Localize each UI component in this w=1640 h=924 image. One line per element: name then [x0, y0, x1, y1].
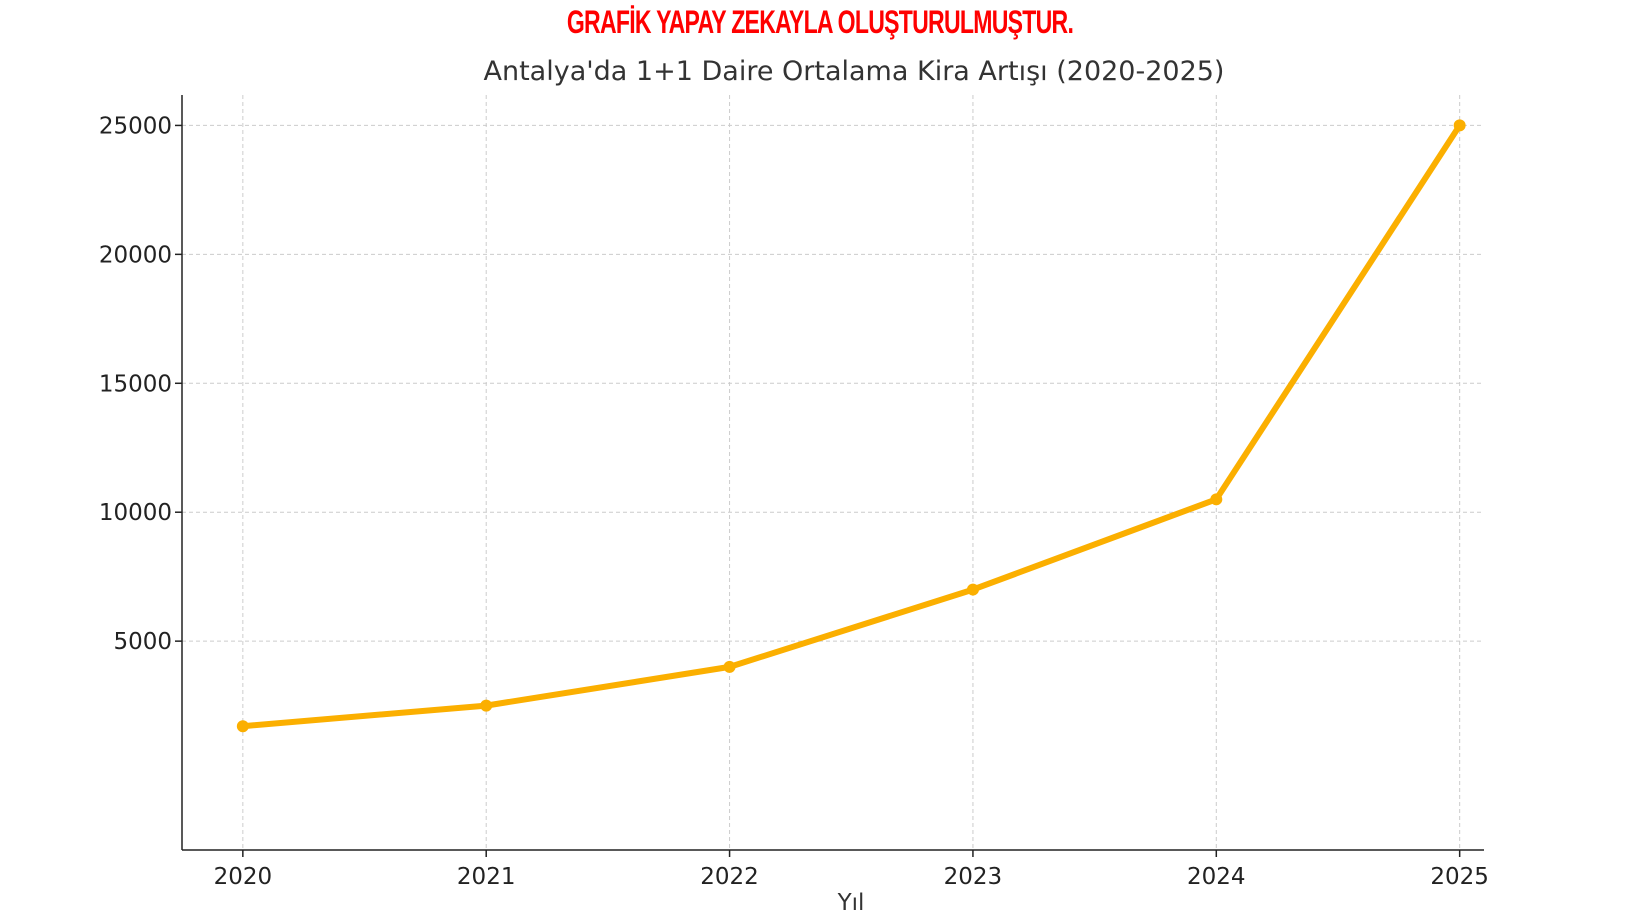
y-axis-ticks: 5000 10000 15000 20000 25000 — [99, 113, 182, 655]
data-point — [966, 583, 979, 596]
series-layer — [236, 119, 1466, 733]
x-tick-label: 2023 — [944, 864, 1003, 890]
data-point — [1210, 493, 1223, 506]
x-tick-label: 2025 — [1430, 864, 1489, 890]
x-axis-ticks: 2020 2021 2022 2023 2024 2025 — [214, 850, 1489, 890]
x-tick-label: 2024 — [1187, 864, 1246, 890]
data-point — [723, 660, 736, 673]
y-tick-label: 5000 — [113, 629, 172, 655]
grid-lines — [182, 95, 1484, 850]
x-tick-label: 2022 — [700, 864, 759, 890]
data-point — [1453, 119, 1466, 132]
x-tick-label: 2021 — [457, 864, 516, 890]
x-tick-label: 2020 — [214, 864, 273, 890]
y-tick-label: 15000 — [99, 371, 172, 397]
y-tick-label: 10000 — [99, 500, 172, 526]
y-tick-label: 25000 — [99, 113, 172, 139]
series-line — [239, 122, 1463, 730]
y-tick-label: 20000 — [99, 242, 172, 268]
x-axis-label: Yıl — [837, 890, 865, 916]
data-point — [480, 699, 493, 712]
chart-title: Antalya'da 1+1 Daire Ortalama Kira Artış… — [484, 56, 1225, 87]
axes — [181, 95, 1484, 851]
ai-generated-banner: GRAFİK YAPAY ZEKAYLA OLUŞTURULMUŞTUR. — [566, 4, 1074, 40]
data-point — [236, 720, 249, 733]
